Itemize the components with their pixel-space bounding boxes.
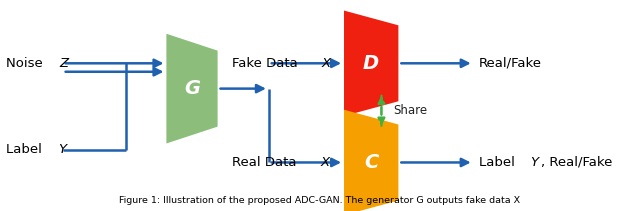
Text: Noise: Noise	[6, 57, 47, 70]
Text: Share: Share	[393, 104, 427, 117]
Text: Fake Data: Fake Data	[232, 57, 301, 70]
Text: Z: Z	[60, 57, 68, 70]
Text: X: X	[322, 57, 331, 70]
Text: Real/Fake: Real/Fake	[479, 57, 541, 70]
Text: Figure 1: Illustration of the proposed ADC-GAN. The generator G outputs fake dat: Figure 1: Illustration of the proposed A…	[120, 196, 520, 205]
Text: Label: Label	[6, 143, 47, 156]
Polygon shape	[344, 110, 398, 211]
Text: D: D	[363, 54, 380, 73]
Text: Y: Y	[531, 156, 539, 169]
Text: Label: Label	[479, 156, 519, 169]
Text: , Real/Fake: , Real/Fake	[541, 156, 612, 169]
Text: C: C	[364, 153, 378, 172]
Text: Real Data: Real Data	[232, 156, 300, 169]
Text: G: G	[184, 79, 200, 98]
Text: X: X	[321, 156, 330, 169]
Polygon shape	[166, 34, 218, 143]
Text: Y: Y	[58, 143, 67, 156]
Polygon shape	[344, 11, 398, 116]
